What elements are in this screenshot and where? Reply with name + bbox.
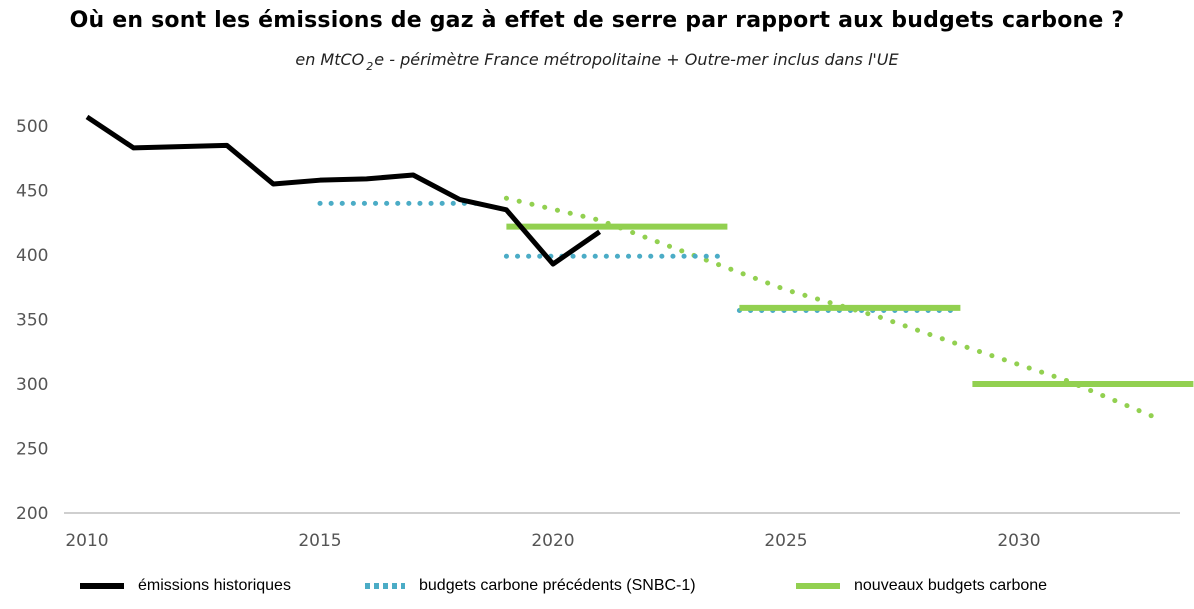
historic-emissions-line (85, 114, 602, 267)
subtitle-prefix: en MtCO (295, 50, 365, 69)
chart-title: Où en sont les émissions de gaz à effet … (69, 8, 1125, 33)
legend-swatch-new-budget (796, 583, 840, 589)
y-tick-label: 450 (16, 182, 48, 202)
legend-swatch-historic (80, 583, 124, 589)
legend-item-historic: émissions historiques (80, 572, 291, 600)
y-tick-label: 200 (16, 504, 48, 524)
legend-swatch-snbc1 (365, 583, 405, 589)
axes-layer: 200 250 300 350 400 450 500 2010 2015 2020 2025 203… (16, 117, 1180, 551)
x-tick-label: 2020 (531, 531, 574, 551)
legend: émissions historiques budgets carbone pr… (0, 572, 1194, 600)
y-tick-label: 250 (16, 440, 48, 460)
subtitle-subscript: 2 (366, 60, 374, 73)
y-tick-label: 300 (16, 375, 48, 395)
legend-label-new-budget: nouveaux budgets carbone (854, 577, 1048, 594)
y-tick-label: 400 (16, 246, 48, 266)
series-layer (85, 114, 1194, 422)
x-tick-label: 2030 (997, 531, 1040, 551)
legend-label-historic: émissions historiques (138, 577, 291, 594)
x-tick-label: 2015 (298, 531, 341, 551)
y-tick-label: 350 (16, 311, 48, 331)
legend-label-snbc1: budgets carbone précédents (SNBC-1) (419, 577, 696, 594)
chart-subtitle: en MtCO 2e - périmètre France métropolita… (0, 50, 1194, 73)
y-tick-label: 500 (16, 117, 48, 137)
subtitle-suffix: e - périmètre France métropolitaine + Ou… (374, 50, 899, 69)
legend-item-new-budget: nouveaux budgets carbone (796, 572, 1047, 600)
x-tick-label: 2010 (65, 531, 108, 551)
legend-item-snbc1: budgets carbone précédents (SNBC-1) (365, 572, 696, 600)
x-tick-label: 2025 (764, 531, 807, 551)
